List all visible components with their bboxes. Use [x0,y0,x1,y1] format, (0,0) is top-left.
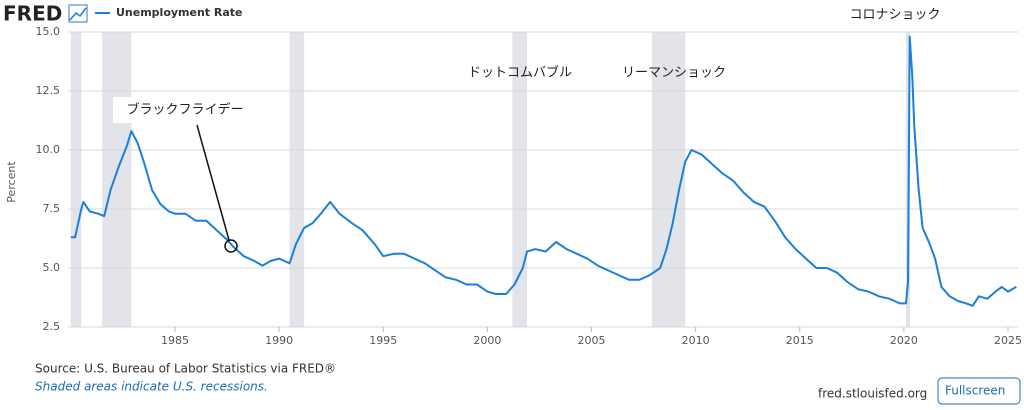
recession-band [512,32,527,327]
series-line [70,35,1017,307]
note: Shaded areas indicate U.S. recessions. [35,380,268,394]
y-tick-label: 5.0 [43,261,61,274]
legend-label: Unemployment Rate [116,6,243,19]
recession-band [289,32,305,327]
y-tick-label: 12.5 [36,84,61,97]
y-tick-label: 15.0 [36,25,61,38]
logo: FRED [3,2,62,26]
annotation-box [823,2,967,28]
site: fred.stlouisfed.org [818,387,927,401]
logo-icon [69,7,87,21]
x-tick-label: 2025 [994,334,1022,347]
recession-band [70,32,82,327]
logo-icon-frame [68,4,88,23]
annotation: ブラックフライデー [126,102,243,118]
x-tick-label: 1995 [369,334,397,347]
y-tick-label: 10.0 [36,143,61,156]
annotation-arrow [196,124,230,241]
x-tick-label: 2020 [890,334,918,347]
y-tick-label: 7.5 [43,202,61,215]
annotation: コロナショック [849,8,940,23]
x-tick-label: 2000 [473,334,501,347]
x-tick-label: 2015 [786,334,814,347]
x-tick-label: 1985 [161,334,189,347]
recession-band [102,32,132,327]
plot [68,31,1018,332]
x-tick-label: 2010 [682,334,710,347]
fullscreen-label[interactable]: Fullscreen [945,384,1005,398]
annotation-circle [224,239,238,253]
y-tick-label: 2.5 [43,320,61,333]
y-axis-label: Percent [5,161,18,203]
recession-band [651,32,686,327]
fullscreen-button[interactable] [937,377,1021,405]
x-tick-label: 1990 [265,334,293,347]
annotation-box [113,97,257,123]
source: Source: U.S. Bureau of Labor Statistics … [35,362,336,376]
annotation: リーマンショック [622,66,726,81]
x-tick-label: 2005 [578,334,606,347]
annotation: ドットコムバブル [468,65,572,81]
